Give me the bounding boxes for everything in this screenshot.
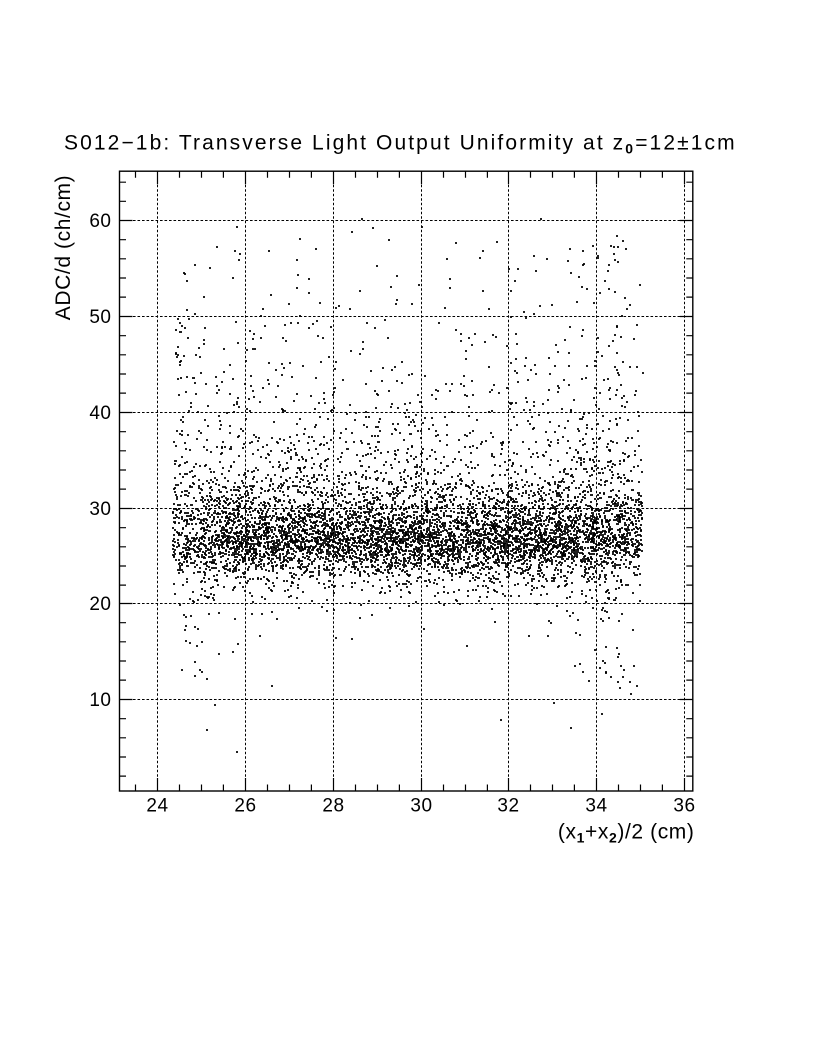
svg-text:50: 50 [89, 307, 111, 328]
svg-text:32: 32 [497, 796, 519, 817]
svg-text:34: 34 [585, 796, 607, 817]
svg-text:ADC/d (ch/cm): ADC/d (ch/cm) [52, 175, 75, 320]
svg-text:60: 60 [89, 211, 111, 232]
svg-text:30: 30 [89, 499, 111, 520]
svg-text:10: 10 [89, 690, 111, 711]
svg-text:S012−1b: Transverse Light Outp: S012−1b: Transverse Light Output Uniform… [64, 132, 737, 157]
svg-text:30: 30 [410, 796, 432, 817]
svg-text:20: 20 [89, 594, 111, 615]
svg-text:40: 40 [89, 403, 111, 424]
svg-text:24: 24 [146, 796, 168, 817]
svg-text:36: 36 [673, 796, 695, 817]
svg-text:28: 28 [322, 796, 344, 817]
svg-text:26: 26 [234, 796, 256, 817]
